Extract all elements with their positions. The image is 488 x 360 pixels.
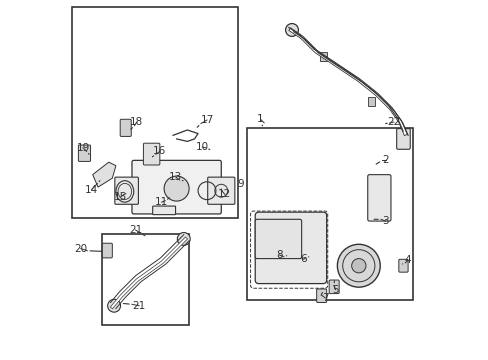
- Circle shape: [337, 244, 380, 287]
- FancyBboxPatch shape: [255, 212, 326, 284]
- FancyBboxPatch shape: [207, 177, 234, 204]
- Bar: [247, 128, 413, 300]
- FancyBboxPatch shape: [120, 119, 131, 136]
- FancyBboxPatch shape: [316, 289, 326, 302]
- Text: 20: 20: [74, 244, 87, 253]
- Circle shape: [107, 299, 121, 312]
- Text: 22: 22: [386, 117, 400, 127]
- Text: 17: 17: [200, 115, 213, 125]
- Text: 2: 2: [382, 156, 388, 165]
- Polygon shape: [93, 162, 116, 187]
- Text: 8: 8: [276, 250, 282, 260]
- Text: 12: 12: [218, 189, 231, 199]
- Text: 5: 5: [332, 285, 338, 295]
- Text: 19: 19: [76, 143, 89, 153]
- FancyBboxPatch shape: [398, 259, 407, 272]
- FancyBboxPatch shape: [328, 280, 339, 294]
- FancyBboxPatch shape: [367, 175, 390, 221]
- FancyBboxPatch shape: [255, 219, 301, 258]
- Text: 1: 1: [257, 114, 264, 124]
- Bar: [102, 234, 189, 325]
- Text: 6: 6: [300, 254, 306, 264]
- Text: 7: 7: [321, 293, 328, 303]
- Text: 21: 21: [129, 225, 142, 235]
- Text: 4: 4: [404, 255, 410, 265]
- FancyBboxPatch shape: [143, 143, 160, 165]
- Text: 18: 18: [130, 117, 143, 127]
- Bar: [367, 97, 374, 106]
- Text: 11: 11: [155, 197, 168, 207]
- Text: 13: 13: [169, 172, 182, 182]
- FancyBboxPatch shape: [115, 177, 138, 204]
- Circle shape: [164, 176, 189, 201]
- FancyBboxPatch shape: [132, 160, 221, 214]
- Bar: [319, 52, 326, 61]
- Text: 3: 3: [382, 216, 388, 226]
- Text: 14: 14: [85, 185, 98, 195]
- Text: 16: 16: [153, 147, 166, 157]
- Text: 9: 9: [237, 179, 244, 189]
- FancyBboxPatch shape: [102, 243, 112, 258]
- Text: 21: 21: [132, 301, 145, 311]
- Bar: [72, 7, 238, 217]
- Circle shape: [177, 233, 190, 246]
- FancyBboxPatch shape: [78, 145, 90, 161]
- Text: 15: 15: [114, 192, 127, 202]
- FancyBboxPatch shape: [152, 206, 175, 215]
- Circle shape: [351, 258, 365, 273]
- FancyBboxPatch shape: [396, 129, 409, 149]
- Circle shape: [285, 23, 298, 36]
- Text: 10: 10: [195, 142, 208, 152]
